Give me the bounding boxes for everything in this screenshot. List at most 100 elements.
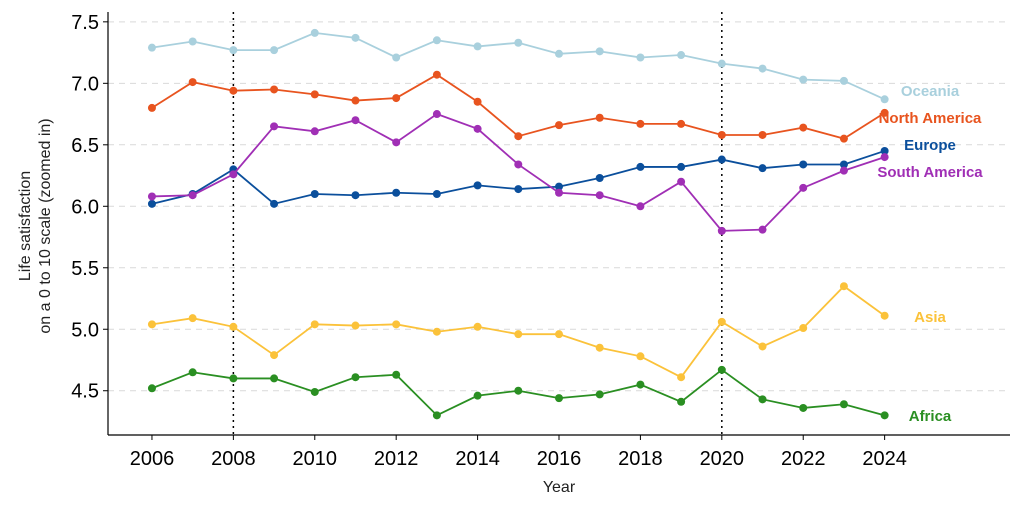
data-point <box>799 324 808 333</box>
series-south-america <box>147 110 889 235</box>
data-point <box>229 374 238 383</box>
y-tick-label: 5.0 <box>71 319 99 341</box>
data-point <box>839 166 848 175</box>
data-point <box>717 317 726 326</box>
data-point <box>270 351 279 360</box>
data-point <box>351 191 360 200</box>
data-point <box>188 191 197 200</box>
data-point <box>595 390 604 399</box>
data-point <box>839 76 848 85</box>
data-point <box>351 373 360 382</box>
data-point <box>677 51 686 60</box>
data-point <box>147 384 156 393</box>
data-point <box>351 96 360 105</box>
data-point <box>555 121 563 130</box>
data-point <box>392 188 401 197</box>
series-label: Africa <box>909 408 952 425</box>
data-point <box>351 321 360 330</box>
data-point <box>392 320 401 329</box>
data-point <box>758 342 767 351</box>
data-point <box>758 164 767 173</box>
data-point <box>270 85 279 94</box>
data-point <box>432 411 441 420</box>
data-point <box>677 397 686 406</box>
data-point <box>351 116 360 125</box>
data-point <box>473 322 482 331</box>
series-label: Europe <box>904 137 956 154</box>
data-point <box>270 374 279 383</box>
data-point <box>432 70 441 79</box>
y-tick-label: 5.5 <box>71 258 99 280</box>
data-point <box>270 199 279 208</box>
data-point <box>147 192 156 201</box>
data-point <box>310 28 319 37</box>
data-point <box>310 387 319 396</box>
data-point <box>636 119 645 128</box>
y-tick-label: 6.5 <box>71 135 99 157</box>
data-point <box>310 320 319 329</box>
data-point <box>229 46 238 55</box>
data-point <box>595 113 604 122</box>
data-point <box>839 282 848 291</box>
data-point <box>555 330 563 339</box>
series-north-america <box>147 70 889 143</box>
data-point <box>758 130 767 139</box>
data-point <box>717 226 726 235</box>
data-point <box>229 86 238 95</box>
data-point <box>717 59 726 68</box>
data-point <box>514 386 523 395</box>
data-point <box>758 64 767 73</box>
x-tick-label: 2024 <box>862 448 907 470</box>
axes: 4.5 5.0 5.5 6.0 6.5 7.0 7.5 2006 2008 2010 2012 201… <box>71 12 1010 470</box>
data-point <box>758 395 767 404</box>
data-point <box>432 327 441 336</box>
series-group <box>147 28 889 420</box>
data-point <box>636 202 645 211</box>
data-point <box>595 174 604 183</box>
data-point <box>758 225 767 234</box>
data-point <box>636 162 645 171</box>
data-point <box>555 182 563 191</box>
data-point <box>432 36 441 45</box>
x-tick-label: 2022 <box>781 448 826 470</box>
data-point <box>677 177 686 186</box>
data-point <box>473 124 482 133</box>
series-labels: Oceania North America Europe South America A… <box>877 83 983 425</box>
data-point <box>799 75 808 84</box>
data-point <box>514 185 523 194</box>
data-point <box>799 403 808 412</box>
y-tick-label: 4.5 <box>71 381 99 403</box>
data-point <box>880 146 889 155</box>
data-point <box>799 123 808 132</box>
data-point <box>270 46 279 55</box>
data-point <box>229 322 238 331</box>
x-tick-label: 2016 <box>537 448 582 470</box>
data-point <box>432 189 441 198</box>
series-label: Asia <box>914 309 946 326</box>
series-label: North America <box>879 110 982 127</box>
x-tick-label: 2020 <box>700 448 745 470</box>
series-line <box>151 113 885 232</box>
data-point <box>188 314 197 323</box>
series-africa <box>147 365 889 420</box>
data-point <box>392 138 401 147</box>
series-label: Oceania <box>901 83 960 100</box>
data-point <box>636 53 645 62</box>
series-oceania <box>147 28 889 104</box>
data-point <box>270 122 279 131</box>
x-tick-label: 2010 <box>293 448 338 470</box>
data-point <box>432 110 441 119</box>
x-tick-label: 2008 <box>211 448 256 470</box>
data-point <box>636 352 645 361</box>
y-axis-label-line2: on a 0 to 10 scale (zoomed in) <box>37 118 54 333</box>
reference-lines <box>232 12 723 435</box>
data-point <box>473 42 482 51</box>
series-line <box>151 150 885 205</box>
x-tick-label: 2018 <box>618 448 663 470</box>
x-tick-label: 2006 <box>130 448 175 470</box>
data-point <box>880 411 889 420</box>
y-axis-label-line1: Life satisfaction <box>17 171 34 281</box>
data-point <box>677 162 686 171</box>
data-point <box>677 119 686 128</box>
data-point <box>595 191 604 200</box>
